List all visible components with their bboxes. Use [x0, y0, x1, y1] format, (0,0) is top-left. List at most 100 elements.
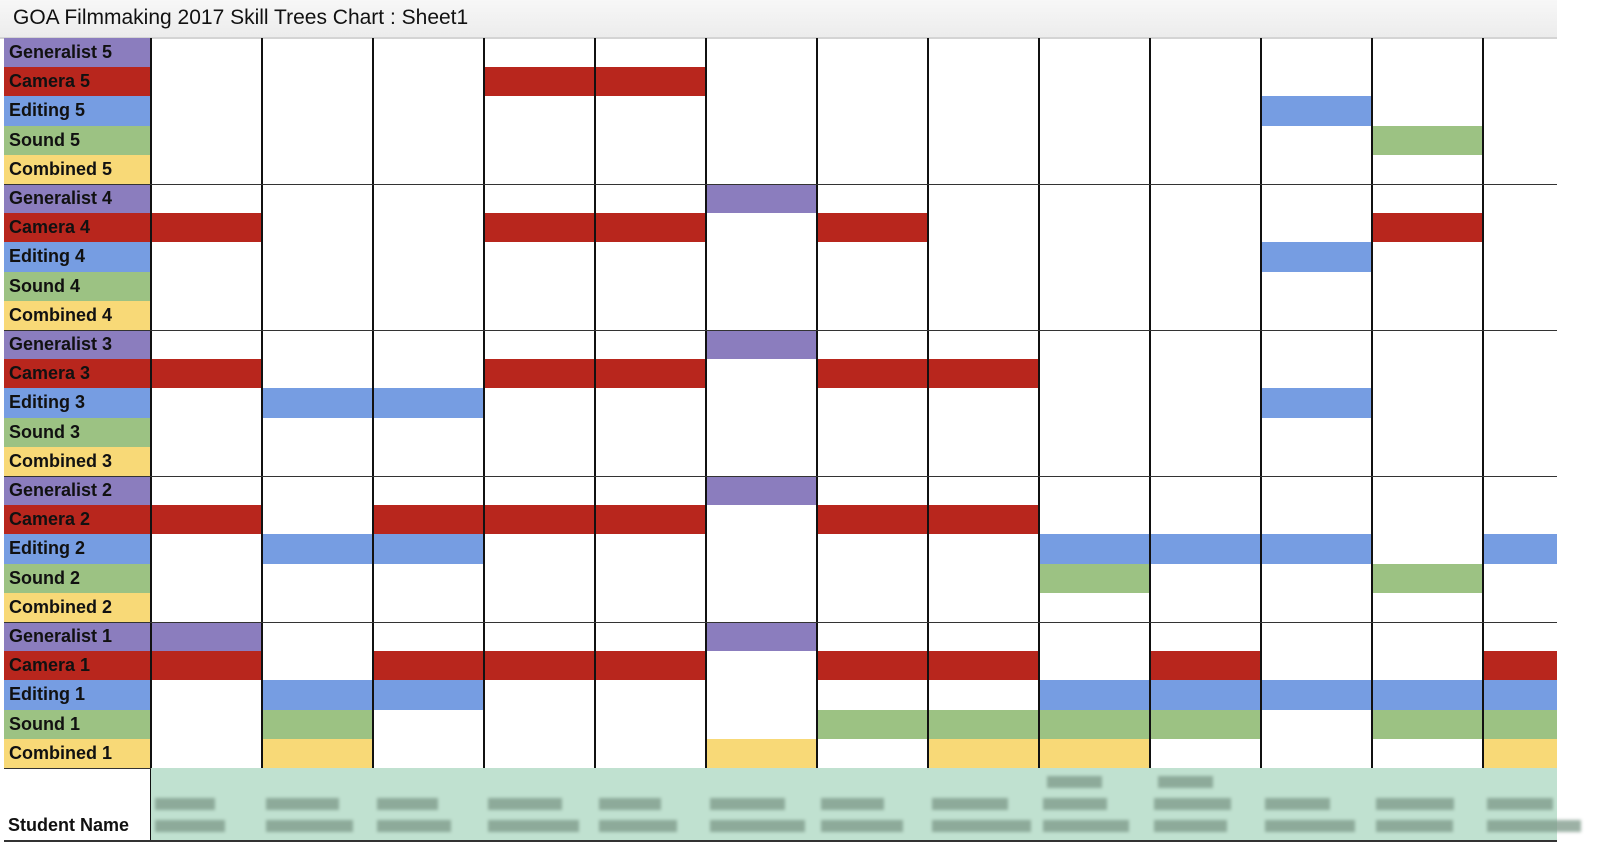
- empty-cell[interactable]: [1483, 388, 1557, 417]
- student-name-cell[interactable]: [595, 768, 706, 840]
- empty-cell[interactable]: [484, 418, 595, 447]
- filled-cell[interactable]: [1483, 534, 1557, 564]
- empty-cell[interactable]: [262, 67, 373, 96]
- empty-cell[interactable]: [595, 534, 706, 563]
- empty-cell[interactable]: [817, 564, 928, 593]
- empty-cell[interactable]: [373, 301, 484, 330]
- empty-cell[interactable]: [1372, 534, 1483, 563]
- empty-cell[interactable]: [1039, 272, 1150, 301]
- filled-cell[interactable]: [1039, 709, 1150, 739]
- empty-cell[interactable]: [1483, 330, 1557, 359]
- empty-cell[interactable]: [706, 534, 817, 563]
- empty-cell[interactable]: [1372, 476, 1483, 505]
- empty-cell[interactable]: [373, 155, 484, 184]
- student-name-cell[interactable]: [373, 768, 484, 840]
- empty-cell[interactable]: [928, 38, 1039, 67]
- empty-cell[interactable]: [1150, 359, 1261, 388]
- empty-cell[interactable]: [1150, 388, 1261, 417]
- filled-cell[interactable]: [928, 359, 1039, 389]
- empty-cell[interactable]: [1483, 184, 1557, 213]
- filled-cell[interactable]: [595, 505, 706, 535]
- empty-cell[interactable]: [373, 447, 484, 476]
- empty-cell[interactable]: [1039, 126, 1150, 155]
- empty-cell[interactable]: [817, 418, 928, 447]
- empty-cell[interactable]: [595, 330, 706, 359]
- empty-cell[interactable]: [1372, 505, 1483, 534]
- empty-cell[interactable]: [595, 96, 706, 125]
- student-name-cell[interactable]: [484, 768, 595, 840]
- empty-cell[interactable]: [817, 680, 928, 709]
- empty-cell[interactable]: [373, 622, 484, 651]
- empty-cell[interactable]: [1039, 359, 1150, 388]
- filled-cell[interactable]: [373, 505, 484, 535]
- empty-cell[interactable]: [1483, 476, 1557, 505]
- empty-cell[interactable]: [1150, 38, 1261, 67]
- filled-cell[interactable]: [1261, 680, 1372, 710]
- empty-cell[interactable]: [595, 388, 706, 417]
- empty-cell[interactable]: [928, 680, 1039, 709]
- empty-cell[interactable]: [484, 38, 595, 67]
- filled-cell[interactable]: [706, 184, 817, 214]
- empty-cell[interactable]: [1150, 242, 1261, 271]
- empty-cell[interactable]: [151, 418, 262, 447]
- empty-cell[interactable]: [595, 476, 706, 505]
- empty-cell[interactable]: [817, 476, 928, 505]
- empty-cell[interactable]: [262, 359, 373, 388]
- empty-cell[interactable]: [1150, 155, 1261, 184]
- empty-cell[interactable]: [373, 213, 484, 242]
- empty-cell[interactable]: [1261, 126, 1372, 155]
- empty-cell[interactable]: [1261, 184, 1372, 213]
- empty-cell[interactable]: [928, 272, 1039, 301]
- empty-cell[interactable]: [1483, 155, 1557, 184]
- filled-cell[interactable]: [1372, 680, 1483, 710]
- empty-cell[interactable]: [706, 213, 817, 242]
- empty-cell[interactable]: [706, 96, 817, 125]
- filled-cell[interactable]: [1150, 709, 1261, 739]
- empty-cell[interactable]: [151, 67, 262, 96]
- empty-cell[interactable]: [595, 301, 706, 330]
- empty-cell[interactable]: [928, 418, 1039, 447]
- empty-cell[interactable]: [1372, 447, 1483, 476]
- empty-cell[interactable]: [373, 564, 484, 593]
- filled-cell[interactable]: [928, 738, 1039, 768]
- empty-cell[interactable]: [1261, 476, 1372, 505]
- empty-cell[interactable]: [151, 534, 262, 563]
- student-name-cell[interactable]: [817, 768, 928, 840]
- filled-cell[interactable]: [595, 67, 706, 97]
- filled-cell[interactable]: [262, 738, 373, 768]
- empty-cell[interactable]: [1372, 184, 1483, 213]
- empty-cell[interactable]: [706, 388, 817, 417]
- filled-cell[interactable]: [262, 680, 373, 710]
- empty-cell[interactable]: [1261, 272, 1372, 301]
- empty-cell[interactable]: [484, 680, 595, 709]
- empty-cell[interactable]: [1261, 213, 1372, 242]
- empty-cell[interactable]: [151, 96, 262, 125]
- filled-cell[interactable]: [262, 534, 373, 564]
- empty-cell[interactable]: [1039, 622, 1150, 651]
- empty-cell[interactable]: [928, 213, 1039, 242]
- empty-cell[interactable]: [706, 651, 817, 680]
- empty-cell[interactable]: [928, 301, 1039, 330]
- filled-cell[interactable]: [151, 505, 262, 535]
- empty-cell[interactable]: [1372, 96, 1483, 125]
- student-name-cell[interactable]: [1039, 768, 1150, 840]
- filled-cell[interactable]: [1372, 563, 1483, 593]
- empty-cell[interactable]: [151, 739, 262, 768]
- empty-cell[interactable]: [484, 126, 595, 155]
- empty-cell[interactable]: [595, 38, 706, 67]
- empty-cell[interactable]: [151, 447, 262, 476]
- empty-cell[interactable]: [1261, 301, 1372, 330]
- filled-cell[interactable]: [1261, 242, 1372, 272]
- empty-cell[interactable]: [1483, 242, 1557, 271]
- filled-cell[interactable]: [1372, 125, 1483, 155]
- empty-cell[interactable]: [484, 155, 595, 184]
- empty-cell[interactable]: [1372, 359, 1483, 388]
- empty-cell[interactable]: [1261, 505, 1372, 534]
- empty-cell[interactable]: [817, 593, 928, 622]
- empty-cell[interactable]: [484, 710, 595, 739]
- empty-cell[interactable]: [1372, 301, 1483, 330]
- empty-cell[interactable]: [484, 301, 595, 330]
- empty-cell[interactable]: [595, 418, 706, 447]
- empty-cell[interactable]: [595, 272, 706, 301]
- empty-cell[interactable]: [706, 564, 817, 593]
